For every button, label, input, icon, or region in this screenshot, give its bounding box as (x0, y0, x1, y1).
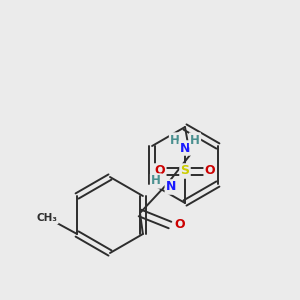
Text: S: S (181, 164, 190, 178)
Text: CH₃: CH₃ (37, 213, 58, 223)
Text: O: O (155, 164, 165, 178)
Text: O: O (175, 218, 185, 232)
Text: H: H (190, 134, 200, 146)
Text: H: H (151, 175, 161, 188)
Text: O: O (205, 164, 215, 178)
Text: H: H (170, 134, 180, 146)
Text: N: N (180, 142, 190, 154)
Text: N: N (166, 181, 176, 194)
